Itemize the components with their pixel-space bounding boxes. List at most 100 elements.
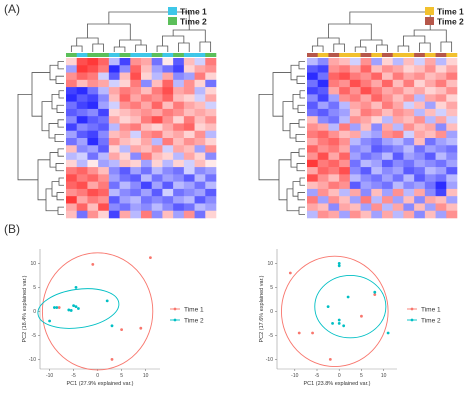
heatmap-cell bbox=[424, 72, 436, 81]
heatmap-cell bbox=[328, 167, 340, 175]
heatmap-cell bbox=[141, 159, 153, 168]
heatmap-cell bbox=[414, 65, 426, 73]
data-point bbox=[297, 331, 301, 335]
heatmap-cell bbox=[392, 94, 404, 102]
heatmap-cell bbox=[151, 159, 163, 168]
heatmap-cell bbox=[173, 188, 185, 197]
heatmap-cell bbox=[205, 152, 217, 161]
heatmap-cell bbox=[66, 72, 78, 81]
heatmap-cell bbox=[98, 116, 110, 124]
dendrogram-branch bbox=[333, 43, 345, 52]
heatmap-cell bbox=[151, 58, 163, 66]
heatmap-cell bbox=[317, 181, 329, 190]
dendrogram-branch bbox=[162, 35, 185, 46]
heatmap-cell bbox=[328, 58, 340, 66]
heatmap-cell bbox=[328, 145, 340, 153]
data-point bbox=[311, 331, 314, 335]
heatmap-cell bbox=[382, 130, 394, 139]
heatmap-cell bbox=[403, 72, 415, 81]
heatmap-cell bbox=[87, 108, 99, 117]
heatmap-cell bbox=[162, 116, 174, 124]
heatmap-cell bbox=[119, 123, 131, 132]
heatmap-cell bbox=[108, 174, 120, 182]
heatmap-cell bbox=[119, 210, 131, 219]
heatmap-cell bbox=[130, 72, 142, 81]
heatmap-cell bbox=[194, 108, 206, 117]
heatmap-cell bbox=[162, 94, 174, 102]
data-point bbox=[53, 306, 56, 309]
heatmap-cell bbox=[307, 181, 319, 190]
heatmap-cell bbox=[446, 138, 458, 146]
heatmap-cell bbox=[205, 79, 217, 88]
heatmap-cell bbox=[205, 167, 217, 175]
confidence-ellipse bbox=[314, 274, 387, 339]
dendrogram-branch bbox=[54, 133, 64, 143]
heatmap-cell bbox=[173, 58, 185, 66]
heatmap-cell bbox=[194, 94, 206, 102]
dendrogram-branch bbox=[290, 64, 299, 81]
dendrogram-branch bbox=[76, 37, 99, 46]
heatmap-cell bbox=[403, 152, 415, 161]
dendrogram-branch bbox=[292, 181, 300, 197]
heatmap-cell bbox=[349, 138, 361, 146]
data-point bbox=[69, 309, 73, 312]
heatmap-cell bbox=[328, 94, 340, 102]
heatmap-cell bbox=[108, 167, 120, 175]
heatmap-cell bbox=[349, 152, 361, 161]
dendrogram-branch bbox=[119, 39, 142, 47]
heatmap-cell bbox=[151, 87, 163, 95]
heatmap-cell bbox=[119, 181, 131, 190]
heatmap-cell bbox=[151, 138, 163, 146]
heatmap-cell bbox=[339, 72, 351, 81]
annotation-cell bbox=[194, 53, 206, 57]
heatmap-cell bbox=[349, 94, 361, 102]
heatmap-cell bbox=[98, 108, 110, 117]
heatmap-cell bbox=[87, 181, 99, 190]
heatmap-cell bbox=[108, 188, 120, 197]
heatmap-cell bbox=[371, 210, 383, 219]
heatmap-cell bbox=[360, 203, 372, 212]
heatmap-cell bbox=[382, 101, 394, 110]
heatmap-cell bbox=[87, 167, 99, 175]
heatmap-cell bbox=[403, 101, 415, 110]
heatmap-cell bbox=[414, 203, 426, 212]
heatmap-cell bbox=[173, 65, 185, 73]
heatmap-cell bbox=[66, 87, 78, 95]
dendrogram-branch bbox=[258, 93, 279, 181]
heatmap-cell bbox=[119, 159, 131, 168]
row-dendrogram bbox=[17, 61, 64, 215]
heatmap-cell bbox=[371, 152, 383, 161]
heatmap-cell bbox=[66, 79, 78, 88]
data-point bbox=[342, 324, 346, 328]
heatmap-cell bbox=[194, 138, 206, 146]
y-axis-label: PC2 (18.4% explained var.) bbox=[22, 275, 28, 342]
heatmap-cell bbox=[317, 159, 329, 168]
annotation-cell bbox=[349, 53, 361, 57]
heatmap-cell bbox=[339, 203, 351, 212]
heatmap-cell bbox=[392, 203, 404, 212]
heatmap-cell bbox=[360, 159, 372, 168]
heatmap-cell bbox=[360, 65, 372, 73]
heatmap-cell bbox=[414, 58, 426, 66]
heatmap-cell bbox=[183, 108, 195, 117]
heatmap-cell bbox=[435, 174, 447, 182]
panel-a-label: (A) bbox=[4, 2, 20, 16]
heatmap-cell bbox=[371, 159, 383, 168]
heatmap-cell bbox=[98, 145, 110, 153]
dendrogram-branch bbox=[56, 192, 64, 201]
annotation-cell bbox=[435, 53, 447, 57]
heatmap-cell bbox=[162, 159, 174, 168]
heatmap-cell bbox=[382, 65, 394, 73]
heatmap-cell bbox=[446, 79, 458, 88]
heatmap-cell bbox=[371, 87, 383, 95]
heatmap-cell bbox=[141, 108, 153, 117]
heatmap-cell bbox=[424, 108, 436, 117]
heatmap-cell bbox=[307, 130, 319, 139]
heatmap-cell bbox=[183, 145, 195, 153]
heatmap-cell bbox=[339, 196, 351, 204]
x-tick-label: -5 bbox=[71, 373, 76, 379]
heatmap-cell bbox=[141, 58, 153, 66]
heatmap-cell bbox=[108, 123, 120, 132]
heatmap-cell bbox=[435, 72, 447, 81]
